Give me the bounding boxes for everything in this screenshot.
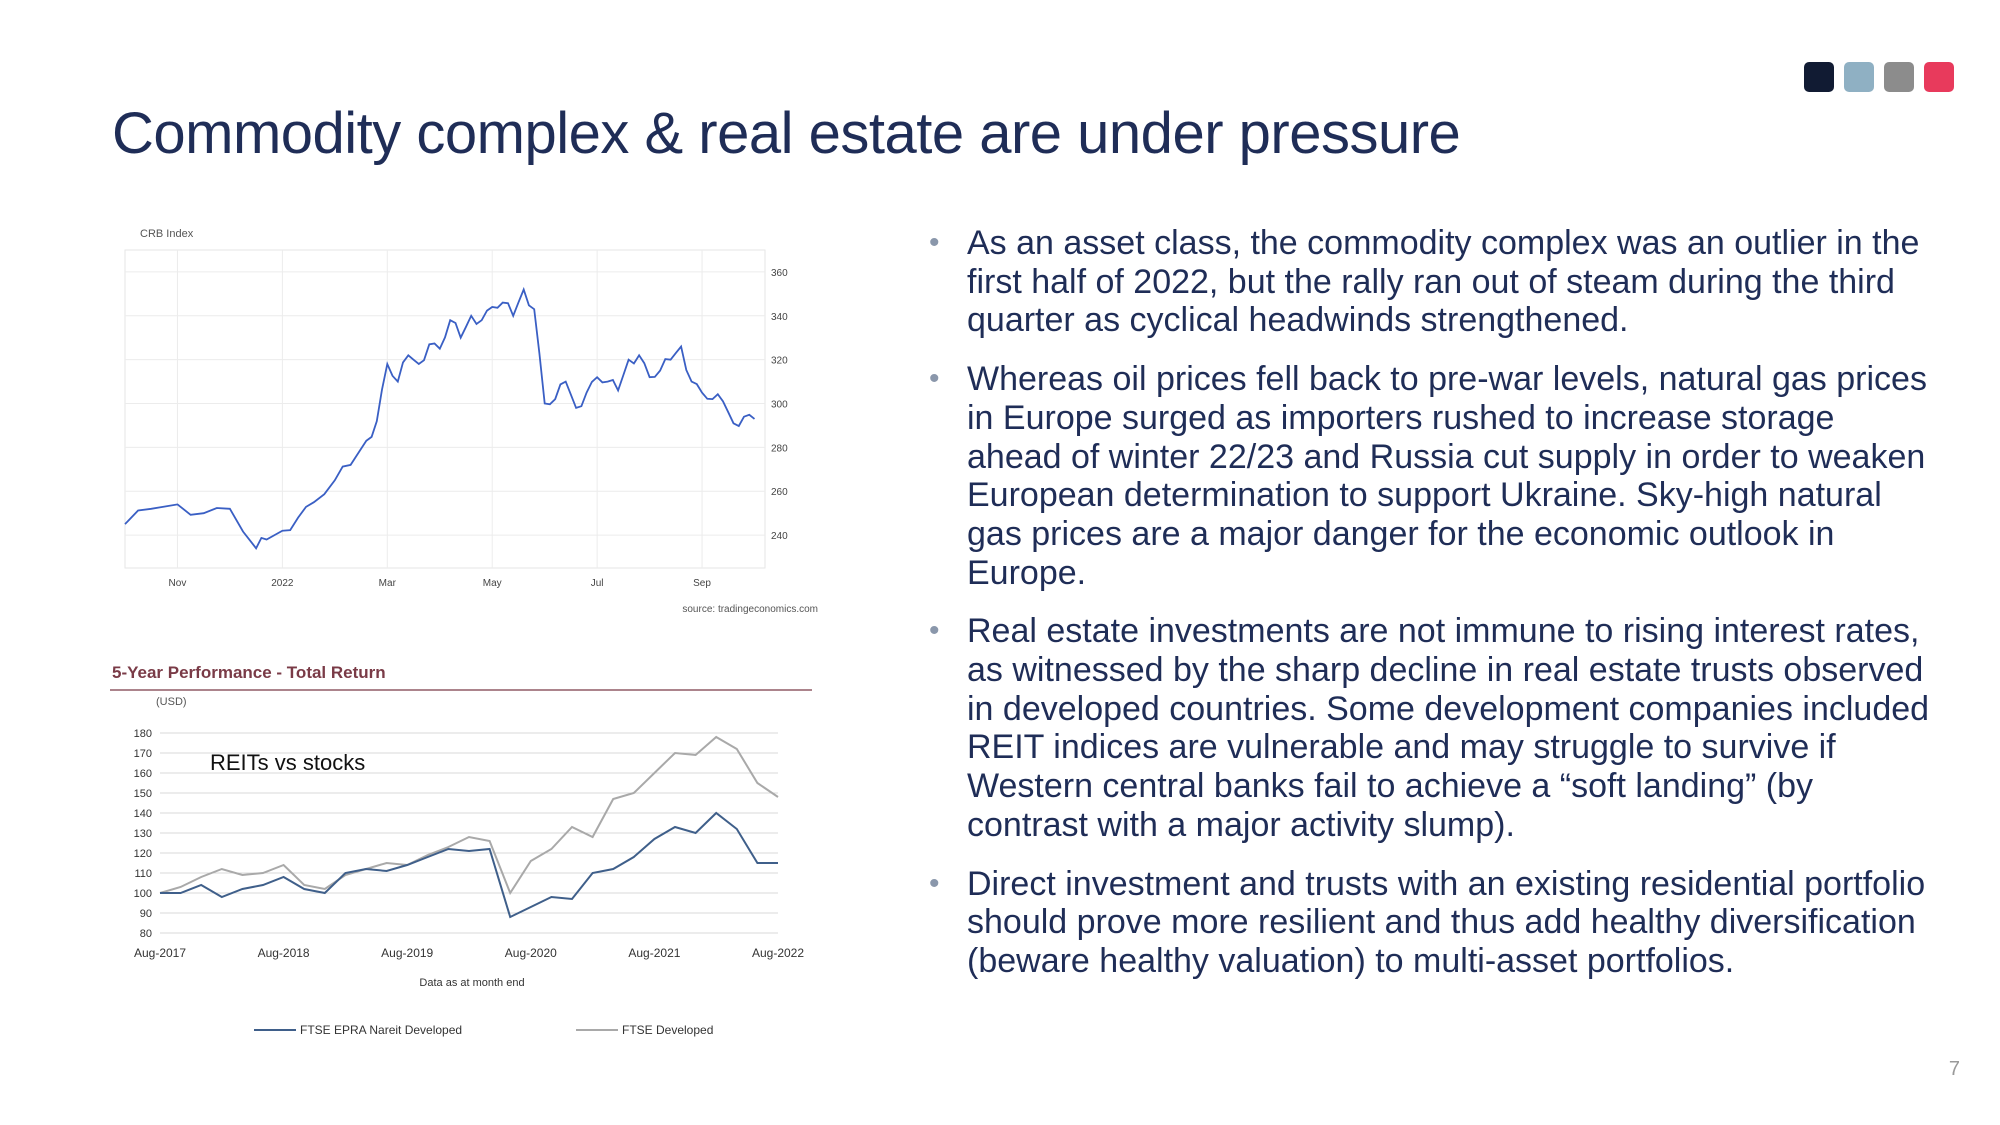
- reit-x-tick-label: Aug-2021: [628, 946, 680, 960]
- crb-x-tick-label: Mar: [379, 578, 397, 589]
- bullet-text: Whereas oil prices fell back to pre-war …: [967, 360, 1927, 592]
- bullet-dot-icon: •: [929, 614, 940, 648]
- crb-chart-svg: CRB Index 240 260 280 300 320 340 360 Nov 2022 Ma…: [124, 228, 818, 615]
- reit-chart-title: 5-Year Performance - Total Return: [112, 663, 386, 682]
- reit-y-tick-label: 100: [134, 888, 152, 900]
- reit-y-tick-label: 180: [134, 728, 152, 740]
- crb-chart-title: CRB Index: [140, 228, 194, 240]
- accent-square-blue: [1844, 62, 1874, 92]
- accent-square-red: [1924, 62, 1954, 92]
- bullet-item: • Whereas oil prices fell back to pre-war…: [925, 360, 1935, 592]
- bullet-text: Direct investment and trusts with an exi…: [967, 864, 1926, 980]
- reit-y-tick-label: 120: [134, 848, 152, 860]
- crb-y-tick-label: 360: [771, 268, 788, 279]
- reit-x-tick-label: Aug-2018: [258, 946, 310, 960]
- crb-x-tick-label: Jul: [591, 578, 604, 589]
- crb-series-line: [124, 286, 756, 550]
- crb-y-tick-label: 320: [771, 356, 788, 367]
- reit-y-tick-label: 140: [134, 808, 152, 820]
- reit-x-tick-label: Aug-2022: [752, 946, 804, 960]
- crb-y-tick-label: 240: [771, 531, 788, 542]
- bullet-item: • Direct investment and trusts with an ex…: [925, 865, 1935, 981]
- crb-x-tick-label: 2022: [271, 578, 294, 589]
- legend-label-epra-nareit: FTSE EPRA Nareit Developed: [300, 1023, 462, 1037]
- bullet-item: • As an asset class, the commodity comple…: [925, 224, 1935, 340]
- accent-square-grey: [1884, 62, 1914, 92]
- reit-x-tick-label: Aug-2020: [505, 946, 557, 960]
- crb-y-tick-label: 300: [771, 400, 788, 411]
- crb-chart-source: source: tradingeconomics.com: [682, 604, 818, 615]
- bullet-dot-icon: •: [929, 226, 940, 259]
- reit-y-tick-label: 130: [134, 828, 152, 840]
- reit-y-unit: (USD): [156, 696, 187, 708]
- bullet-list: • As an asset class, the commodity comple…: [925, 224, 1935, 1001]
- crb-x-tick-label: Nov: [169, 578, 187, 589]
- reit-chart: 5-Year Performance - Total Return (USD) …: [110, 655, 822, 1055]
- slide-title: Commodity complex & real estate are unde…: [112, 101, 1461, 166]
- bullet-text: As an asset class, the commodity complex…: [967, 224, 1920, 340]
- reit-chart-svg: 5-Year Performance - Total Return (USD) …: [110, 663, 812, 1037]
- reit-y-tick-label: 90: [140, 908, 152, 920]
- reit-y-tick-label: 160: [134, 768, 152, 780]
- bullet-text: Real estate investments are not immune t…: [967, 612, 1930, 844]
- reit-x-axis-label: Data as at month end: [419, 977, 524, 989]
- accent-square-navy: [1804, 62, 1834, 92]
- bullet-dot-icon: •: [929, 362, 940, 396]
- page-number: 7: [1948, 1058, 1960, 1080]
- reit-y-tick-label: 110: [134, 868, 152, 880]
- reit-y-tick-label: 170: [134, 748, 152, 760]
- reit-y-tick-label: 150: [134, 788, 152, 800]
- accent-squares: [1804, 62, 1954, 92]
- bullet-item: • Real estate investments are not immune …: [925, 612, 1935, 844]
- reit-series-line-epra-nareit: [160, 811, 778, 919]
- legend-label-ftse-developed: FTSE Developed: [622, 1023, 713, 1037]
- bullet-dot-icon: •: [929, 866, 940, 900]
- reit-x-tick-label: Aug-2017: [134, 946, 186, 960]
- crb-x-tick-label: May: [483, 578, 502, 589]
- reit-y-tick-label: 80: [140, 928, 152, 940]
- crb-plot-frame: [124, 249, 766, 569]
- crb-y-tick-label: 340: [771, 312, 788, 323]
- crb-y-tick-label: 280: [771, 443, 788, 454]
- crb-chart: CRB Index 240 260 280 300 320 340 360 Nov 2022 Ma…: [115, 220, 825, 620]
- reit-chart-annotation: REITs vs stocks: [210, 750, 365, 775]
- reit-x-tick-label: Aug-2019: [381, 946, 433, 960]
- crb-y-tick-label: 260: [771, 487, 788, 498]
- crb-x-tick-label: Sep: [693, 578, 711, 589]
- reit-series-line-ftse-developed: [159, 735, 779, 896]
